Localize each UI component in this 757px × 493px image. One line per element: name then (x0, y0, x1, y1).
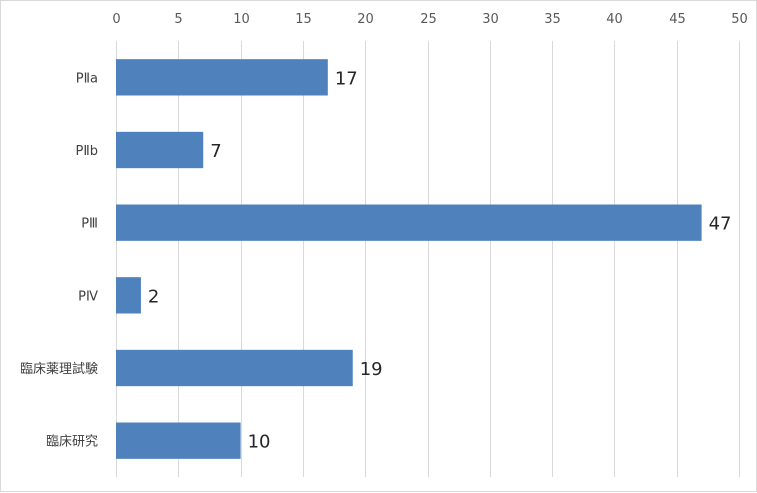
data-label-2: 47 (709, 214, 732, 235)
x-tick-label-15: 15 (295, 12, 312, 27)
bar-1 (116, 131, 204, 169)
x-tick-label-40: 40 (606, 12, 623, 27)
data-label-3: 2 (148, 286, 159, 307)
category-label-2: PⅢ (81, 217, 98, 232)
category-label-1: PⅡb (76, 144, 99, 159)
bar-5 (116, 422, 241, 459)
data-label-5: 10 (248, 432, 271, 453)
category-label-5: 臨床研究 (46, 435, 98, 450)
bar-4 (116, 349, 353, 387)
bars (116, 59, 702, 459)
category-label-3: PⅣ (78, 289, 98, 304)
x-tick-label-0: 0 (112, 12, 120, 27)
data-label-4: 19 (360, 359, 383, 380)
x-axis-ticks: 0 5 10 15 20 25 30 35 40 45 50 (112, 12, 747, 27)
category-label-0: PⅡa (76, 71, 98, 86)
x-tick-label-30: 30 (482, 12, 499, 27)
x-tick-label-45: 45 (669, 12, 686, 27)
x-tick-label-50: 50 (731, 12, 748, 27)
bar-0 (116, 59, 328, 96)
data-label-1: 7 (210, 141, 221, 162)
data-labels: 17 7 47 2 19 10 (148, 68, 732, 452)
x-tick-label-10: 10 (233, 12, 250, 27)
x-tick-label-20: 20 (357, 12, 374, 27)
bar-3 (116, 277, 141, 314)
x-tick-label-5: 5 (174, 12, 182, 27)
data-label-0: 17 (335, 68, 358, 89)
bar-2 (116, 204, 702, 241)
gridlines (116, 41, 740, 477)
category-label-4: 臨床薬理試験 (20, 361, 98, 377)
x-tick-label-35: 35 (544, 12, 561, 27)
x-tick-label-25: 25 (420, 12, 437, 27)
